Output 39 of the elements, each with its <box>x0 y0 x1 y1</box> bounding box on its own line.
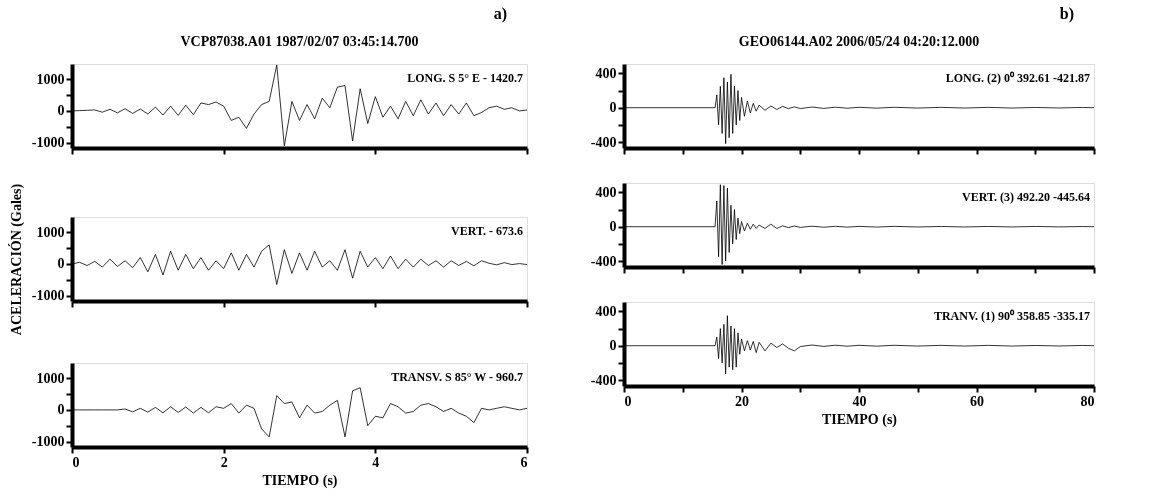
y-tick-label: 0 <box>609 100 617 116</box>
x-tick-label: 40 <box>852 393 867 409</box>
y-tick-label: 400 <box>595 303 617 319</box>
chart-title: GEO06144.A02 2006/05/24 04:20:12.000 <box>738 34 980 49</box>
annotation: VERT. - 673.6 <box>450 224 523 238</box>
annotation: TRANSV. S 85° W - 960.7 <box>391 370 523 384</box>
x-tick-label: 0 <box>72 454 80 470</box>
y-tick-label: -1000 <box>31 434 65 450</box>
y-tick-label: 400 <box>595 65 617 81</box>
y-tick-label: -400 <box>590 253 617 269</box>
annotation: LONG. S 5° E - 1420.7 <box>407 71 523 85</box>
y-tick-label: -1000 <box>31 288 65 304</box>
y-tick-label: 400 <box>595 184 617 200</box>
y-tick-label: 0 <box>609 219 617 235</box>
y-tick-label: 1000 <box>36 71 65 87</box>
y-tick-label: -400 <box>590 134 617 150</box>
annotation: TRANV. (1) 90⁰ 358.85 -335.17 <box>933 309 1090 323</box>
x-tick-label: 0 <box>624 393 632 409</box>
x-tick-label: 6 <box>520 454 528 470</box>
x-tick-label: 60 <box>970 393 984 409</box>
text: a) <box>493 5 507 23</box>
y-tick-label: -1000 <box>31 135 65 151</box>
y-tick-label: 1000 <box>36 370 65 386</box>
annotation: VERT. (3) 492.20 -445.64 <box>961 190 1090 204</box>
y-tick-label: 0 <box>57 103 65 119</box>
y-tick-label: 1000 <box>36 224 65 240</box>
x-axis-title: TIEMPO (s) <box>262 472 338 489</box>
y-tick-label: -400 <box>590 372 617 388</box>
x-tick-label: 80 <box>1080 393 1095 409</box>
y-tick-label: 0 <box>57 256 65 272</box>
chart-title: VCP87038.A01 1987/02/07 03:45:14.700 <box>180 34 419 49</box>
y-axis-title: ACELERACIÓN (Gales) <box>7 183 25 336</box>
text: b) <box>1059 5 1074 23</box>
x-tick-label: 4 <box>372 454 380 470</box>
x-axis-title: TIEMPO (s) <box>821 411 898 428</box>
annotation: LONG. (2) 0⁰ 392.61 -421.87 <box>945 71 1090 85</box>
x-tick-label: 20 <box>735 393 749 409</box>
x-tick-label: 2 <box>220 454 228 470</box>
y-tick-label: 0 <box>609 338 617 354</box>
